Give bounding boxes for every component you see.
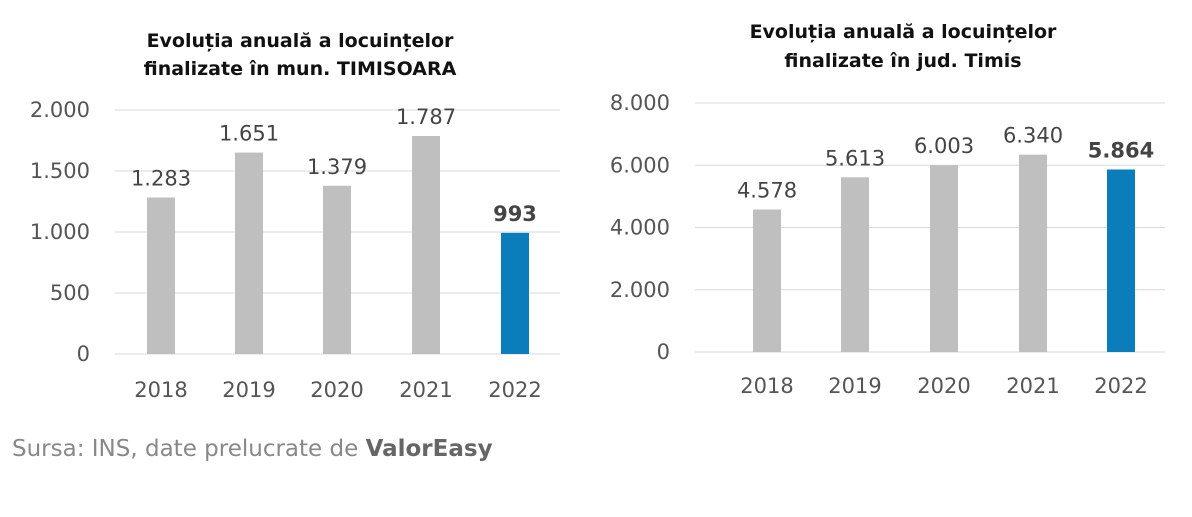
data-label: 4.578 — [737, 179, 797, 203]
x-tick-label: 2020 — [310, 378, 363, 402]
data-label: 1.379 — [307, 155, 367, 179]
chart-title: finalizate în jud. Timis — [784, 50, 1021, 72]
x-tick-label: 2020 — [917, 374, 970, 398]
x-tick-label: 2019 — [222, 378, 275, 402]
source-note: Sursa: INS, date prelucrate de ValorEasy — [12, 436, 493, 462]
y-tick-label: 1.000 — [30, 220, 90, 244]
y-tick-label: 6.000 — [610, 153, 670, 177]
bar — [412, 135, 440, 354]
y-tick-label: 1.500 — [30, 159, 90, 183]
x-tick-label: 2022 — [1094, 374, 1147, 398]
data-label: 1.651 — [219, 122, 279, 146]
x-tick-label: 2021 — [399, 378, 452, 402]
chart-title: Evoluția anuală a locuințelor — [750, 21, 1057, 43]
x-tick-label: 2018 — [134, 378, 187, 402]
data-label: 993 — [493, 202, 537, 226]
bar — [501, 232, 529, 354]
y-tick-label: 2.000 — [610, 278, 670, 302]
source-brand: ValorEasy — [365, 436, 493, 462]
y-tick-label: 500 — [50, 281, 90, 305]
x-tick-label: 2018 — [740, 374, 793, 398]
data-label: 6.340 — [1003, 124, 1063, 148]
bar — [323, 185, 351, 354]
y-tick-label: 2.000 — [30, 98, 90, 122]
chart-title: finalizate în mun. TIMISOARA — [144, 58, 457, 80]
data-label: 5.864 — [1088, 138, 1154, 162]
bar — [841, 177, 869, 352]
y-tick-label: 8.000 — [610, 91, 670, 115]
bar — [1019, 154, 1047, 352]
x-tick-label: 2022 — [488, 378, 541, 402]
x-tick-label: 2019 — [828, 374, 881, 398]
data-label: 1.283 — [131, 166, 191, 190]
source-prefix: Sursa: INS, date prelucrate de — [12, 436, 366, 462]
bar — [235, 152, 263, 354]
bar — [147, 197, 175, 354]
data-label: 6.003 — [914, 134, 974, 158]
y-tick-label: 0 — [77, 342, 90, 366]
x-tick-label: 2021 — [1006, 374, 1059, 398]
chart-title: Evoluția anuală a locuințelor — [147, 30, 454, 52]
data-label: 1.787 — [396, 105, 456, 129]
y-tick-label: 4.000 — [610, 216, 670, 240]
bar — [1107, 169, 1135, 352]
bar — [753, 209, 781, 352]
y-tick-label: 0 — [657, 340, 670, 364]
data-label: 5.613 — [825, 146, 885, 170]
bar — [930, 165, 958, 352]
